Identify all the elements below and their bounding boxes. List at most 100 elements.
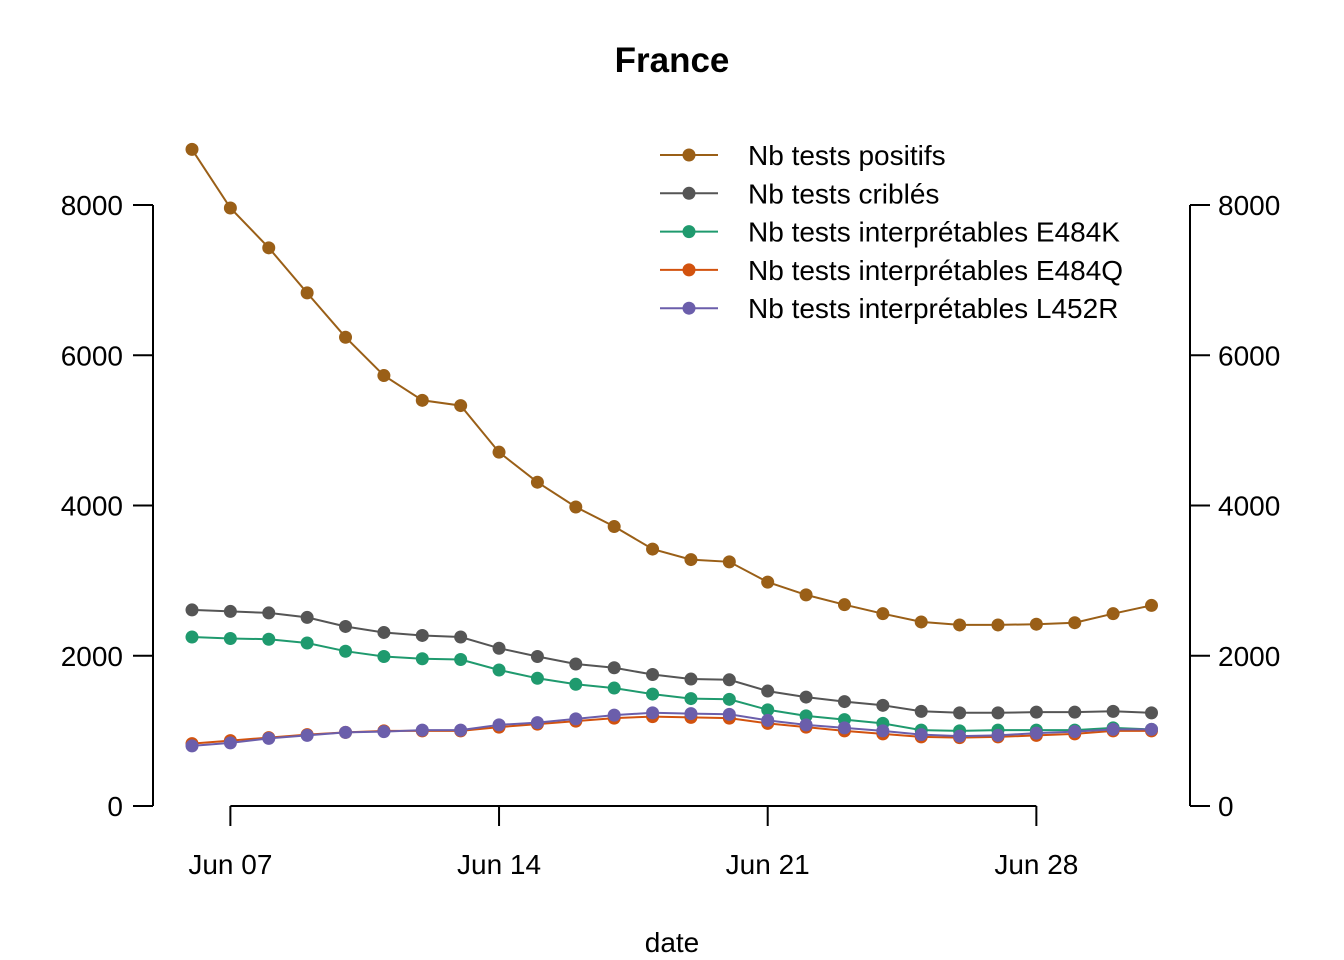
series-2 <box>185 630 1158 738</box>
data-point <box>646 706 660 720</box>
data-point <box>492 663 506 677</box>
series-1 <box>185 603 1158 720</box>
data-point <box>530 671 544 685</box>
legend-label: Nb tests interprétables E484K <box>748 217 1120 248</box>
data-point <box>722 707 736 721</box>
data-point <box>684 672 698 686</box>
data-point <box>377 725 391 739</box>
data-point <box>876 607 890 621</box>
data-point <box>1106 722 1120 736</box>
data-point <box>300 728 314 742</box>
data-point <box>646 668 660 682</box>
data-point <box>722 673 736 687</box>
data-point <box>569 677 583 691</box>
data-point <box>837 721 851 735</box>
data-point <box>607 708 621 722</box>
right-y-tick-label: 8000 <box>1218 190 1280 221</box>
data-point <box>991 728 1005 742</box>
legend-marker <box>682 148 696 162</box>
right-y-axis: 0 2000 4000 6000 8000 <box>1189 190 1280 822</box>
data-point <box>607 661 621 675</box>
legend-marker <box>682 186 696 200</box>
data-point <box>991 706 1005 720</box>
data-point <box>300 610 314 624</box>
data-point <box>1145 598 1158 612</box>
data-point <box>223 736 237 750</box>
data-point <box>415 652 429 666</box>
data-point <box>415 393 429 407</box>
data-point <box>953 618 967 632</box>
data-point <box>185 630 199 644</box>
data-point <box>1029 705 1043 719</box>
data-point <box>492 718 506 732</box>
data-point <box>876 698 890 712</box>
data-point <box>761 713 775 727</box>
data-point <box>530 716 544 730</box>
data-point <box>953 706 967 720</box>
data-point <box>799 718 813 732</box>
data-point <box>223 604 237 618</box>
data-point <box>1029 617 1043 631</box>
data-point <box>1068 725 1082 739</box>
right-y-tick-label: 2000 <box>1218 641 1280 672</box>
right-y-tick-label: 0 <box>1218 791 1234 822</box>
data-point <box>1145 722 1158 736</box>
data-point <box>607 681 621 695</box>
data-point <box>262 241 276 255</box>
data-point <box>300 286 314 300</box>
data-point <box>377 625 391 639</box>
legend: Nb tests positifs Nb tests criblés Nb test… <box>660 140 1123 324</box>
legend-marker <box>682 225 696 239</box>
legend-item: Nb tests interprétables E484K <box>660 217 1120 248</box>
data-point <box>454 723 468 737</box>
data-point <box>339 619 353 633</box>
data-point <box>799 709 813 723</box>
data-point <box>569 657 583 671</box>
legend-item: Nb tests positifs <box>660 140 946 171</box>
data-point <box>530 650 544 664</box>
data-point <box>761 703 775 717</box>
data-point <box>876 724 890 738</box>
data-point <box>377 369 391 383</box>
data-point <box>377 650 391 664</box>
data-point <box>799 588 813 602</box>
data-point <box>646 542 660 556</box>
left-y-tick-label: 4000 <box>61 491 123 522</box>
chart-title: France <box>615 41 730 80</box>
data-point <box>837 695 851 709</box>
data-point <box>914 728 928 742</box>
data-point <box>454 399 468 413</box>
data-point <box>1029 726 1043 740</box>
data-point <box>185 603 199 617</box>
data-point <box>914 615 928 629</box>
data-point <box>262 731 276 745</box>
data-point <box>761 575 775 589</box>
data-point <box>722 692 736 706</box>
data-point <box>492 641 506 655</box>
data-point <box>1145 706 1158 720</box>
data-point <box>1068 705 1082 719</box>
data-point <box>1106 704 1120 718</box>
right-y-tick-label: 6000 <box>1218 340 1280 371</box>
legend-item: Nb tests criblés <box>660 178 939 209</box>
data-point <box>646 687 660 701</box>
data-point <box>415 723 429 737</box>
legend-label: Nb tests interprétables L452R <box>748 293 1118 324</box>
x-axis-title: date <box>645 927 700 958</box>
x-tick-label: Jun 28 <box>994 849 1078 880</box>
legend-label: Nb tests criblés <box>748 178 939 209</box>
data-point <box>1068 616 1082 630</box>
legend-item: Nb tests interprétables L452R <box>660 293 1118 324</box>
series-layer <box>185 142 1158 753</box>
left-y-tick-label: 2000 <box>61 641 123 672</box>
data-point <box>569 500 583 514</box>
legend-label: Nb tests positifs <box>748 140 946 171</box>
x-tick-label: Jun 07 <box>188 849 272 880</box>
left-y-tick-label: 8000 <box>61 190 123 221</box>
data-point <box>799 690 813 704</box>
data-point <box>607 520 621 534</box>
data-point <box>492 445 506 459</box>
data-point <box>1106 607 1120 621</box>
left-y-tick-label: 0 <box>107 791 123 822</box>
data-point <box>339 725 353 739</box>
